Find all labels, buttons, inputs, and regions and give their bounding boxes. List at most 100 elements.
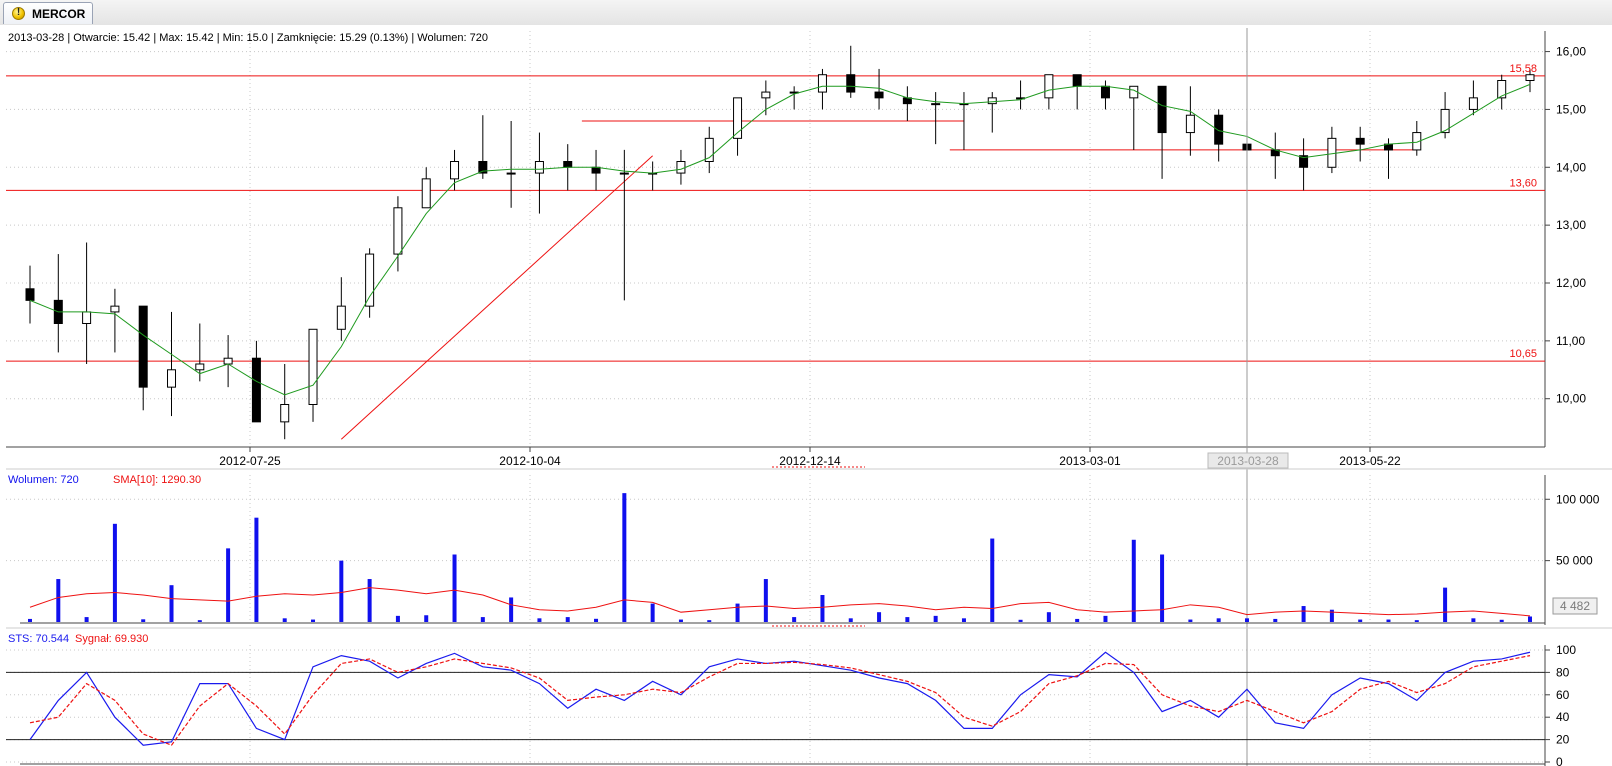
volume-bar bbox=[1046, 612, 1051, 622]
volume-bar bbox=[537, 618, 542, 622]
volume-bar bbox=[509, 597, 514, 622]
candle-body bbox=[251, 357, 261, 423]
uptrend-line bbox=[340, 155, 653, 440]
volume-bar bbox=[28, 618, 32, 622]
volume-bar bbox=[56, 579, 61, 622]
sts-y-tick-labels: 0 20 40 60 80 100 bbox=[1545, 643, 1576, 766]
price-y-tick-labels: 10,00 11,00 12,00 13,00 14,00 15,00 16,00 bbox=[1545, 45, 1586, 406]
signal-legend: Sygnał: 69.930 bbox=[75, 633, 148, 645]
candle-body bbox=[195, 363, 205, 371]
volume-bar bbox=[282, 618, 287, 622]
volume-bar bbox=[707, 620, 712, 622]
volume-bar bbox=[565, 617, 570, 622]
volume-bar bbox=[339, 560, 344, 622]
candle-body bbox=[534, 161, 544, 174]
price-x-tick-label: 2012-07-25 bbox=[219, 454, 281, 468]
chart-background bbox=[0, 25, 1612, 766]
volume-bar bbox=[367, 579, 372, 622]
volume-bar bbox=[990, 538, 995, 622]
volume-bar bbox=[933, 615, 938, 622]
price-x-tick-label: 2012-12-14 bbox=[779, 454, 841, 468]
candle-body bbox=[874, 91, 884, 99]
volume-legend: Wolumen: 720 bbox=[8, 474, 79, 486]
volume-bar bbox=[905, 617, 910, 622]
candle-body bbox=[365, 253, 375, 307]
candle-body bbox=[1214, 114, 1224, 145]
candle-body bbox=[1355, 137, 1365, 145]
cursor-date-label: 2013-03-28 bbox=[1217, 454, 1279, 468]
volume-bar bbox=[1160, 554, 1165, 622]
candle-body bbox=[563, 161, 573, 168]
warning-icon bbox=[12, 7, 25, 20]
price-x-tick-label: 2013-03-01 bbox=[1059, 454, 1121, 468]
candle-body bbox=[1299, 155, 1309, 168]
volume-bar bbox=[622, 493, 627, 622]
volume-bar bbox=[141, 619, 146, 622]
volume-bar bbox=[848, 618, 853, 622]
volume-bar bbox=[1329, 609, 1334, 622]
candle-body bbox=[25, 288, 35, 301]
sts-line bbox=[29, 651, 1531, 746]
sts-y-tick-label: 40 bbox=[1556, 710, 1570, 724]
candle-body bbox=[931, 103, 941, 106]
volume-y-tick-labels: 50 000 100 000 bbox=[1545, 492, 1600, 568]
volume-bar bbox=[1131, 539, 1136, 622]
volume-bar bbox=[763, 579, 768, 622]
candle-body bbox=[1072, 74, 1082, 87]
volume-bars bbox=[28, 493, 1532, 622]
volume-bar bbox=[112, 523, 117, 622]
candle-body bbox=[733, 97, 743, 139]
price-moving-average bbox=[29, 83, 1531, 396]
candle-body bbox=[1497, 80, 1507, 99]
volume-bar bbox=[1386, 619, 1391, 622]
price-y-tick-label: 11,00 bbox=[1556, 334, 1585, 348]
volume-bar bbox=[1244, 618, 1249, 622]
price-y-tick-label: 14,00 bbox=[1556, 160, 1586, 174]
sts-legend: STS: 70.544 bbox=[8, 633, 69, 645]
price-y-tick-label: 10,00 bbox=[1556, 392, 1586, 406]
candle-body bbox=[1525, 74, 1535, 82]
volume-bar bbox=[226, 548, 231, 622]
candle-body bbox=[82, 311, 92, 324]
candle-body bbox=[704, 137, 714, 162]
volume-bar bbox=[452, 554, 457, 622]
candle-body bbox=[393, 207, 403, 255]
candle-body bbox=[478, 161, 488, 174]
volume-bar bbox=[1103, 615, 1108, 622]
price-x-tick-label: 2013-05-22 bbox=[1339, 454, 1401, 468]
volume-bar bbox=[424, 615, 429, 622]
volume-panel: Wolumen: 720 SMA[10]: 1290.30 50 000 100 … bbox=[6, 468, 1612, 627]
volume-bar bbox=[1188, 619, 1193, 622]
tab-bar: MERCOR bbox=[0, 0, 1612, 26]
volume-sma-legend: SMA[10]: 1290.30 bbox=[113, 474, 201, 486]
candle-body bbox=[1100, 85, 1110, 99]
candle-body bbox=[450, 161, 460, 180]
sts-threshold-lines bbox=[6, 671, 1545, 741]
volume-bar bbox=[1528, 616, 1532, 622]
candle-body bbox=[308, 328, 318, 405]
price-x-tick-label: 2012-10-04 bbox=[499, 454, 561, 468]
volume-y-tick-label: 50 000 bbox=[1556, 554, 1593, 568]
volume-bar bbox=[877, 612, 882, 622]
price-x-tick-labels: 2012-07-25 2012-10-04 2012-12-14 2013-03-01… bbox=[219, 447, 1401, 468]
volume-bar bbox=[169, 585, 174, 622]
volume-bar bbox=[1414, 620, 1419, 622]
candle-body bbox=[761, 91, 771, 99]
sts-y-tick-label: 60 bbox=[1556, 688, 1570, 702]
volume-bar bbox=[395, 615, 400, 622]
candle-body bbox=[1327, 137, 1337, 168]
volume-bar bbox=[1273, 618, 1278, 622]
volume-last-value-box bbox=[1552, 597, 1598, 615]
sts-y-tick-label: 20 bbox=[1556, 733, 1570, 747]
volume-bar bbox=[1499, 619, 1504, 622]
price-info-text: 2013-03-28 | Otwarcie: 15.42 | Max: 15.4… bbox=[8, 32, 488, 44]
volume-y-tick-label: 100 000 bbox=[1556, 492, 1600, 506]
sts-y-tick-label: 0 bbox=[1556, 755, 1563, 766]
candle-body bbox=[619, 172, 629, 175]
tab-mercor[interactable]: MERCOR bbox=[3, 2, 93, 24]
volume-bar bbox=[1018, 619, 1023, 622]
candle-body bbox=[336, 305, 346, 330]
candle-body bbox=[421, 178, 431, 209]
tab-label: MERCOR bbox=[32, 7, 86, 21]
price-y-tick-label: 15,00 bbox=[1556, 102, 1586, 116]
